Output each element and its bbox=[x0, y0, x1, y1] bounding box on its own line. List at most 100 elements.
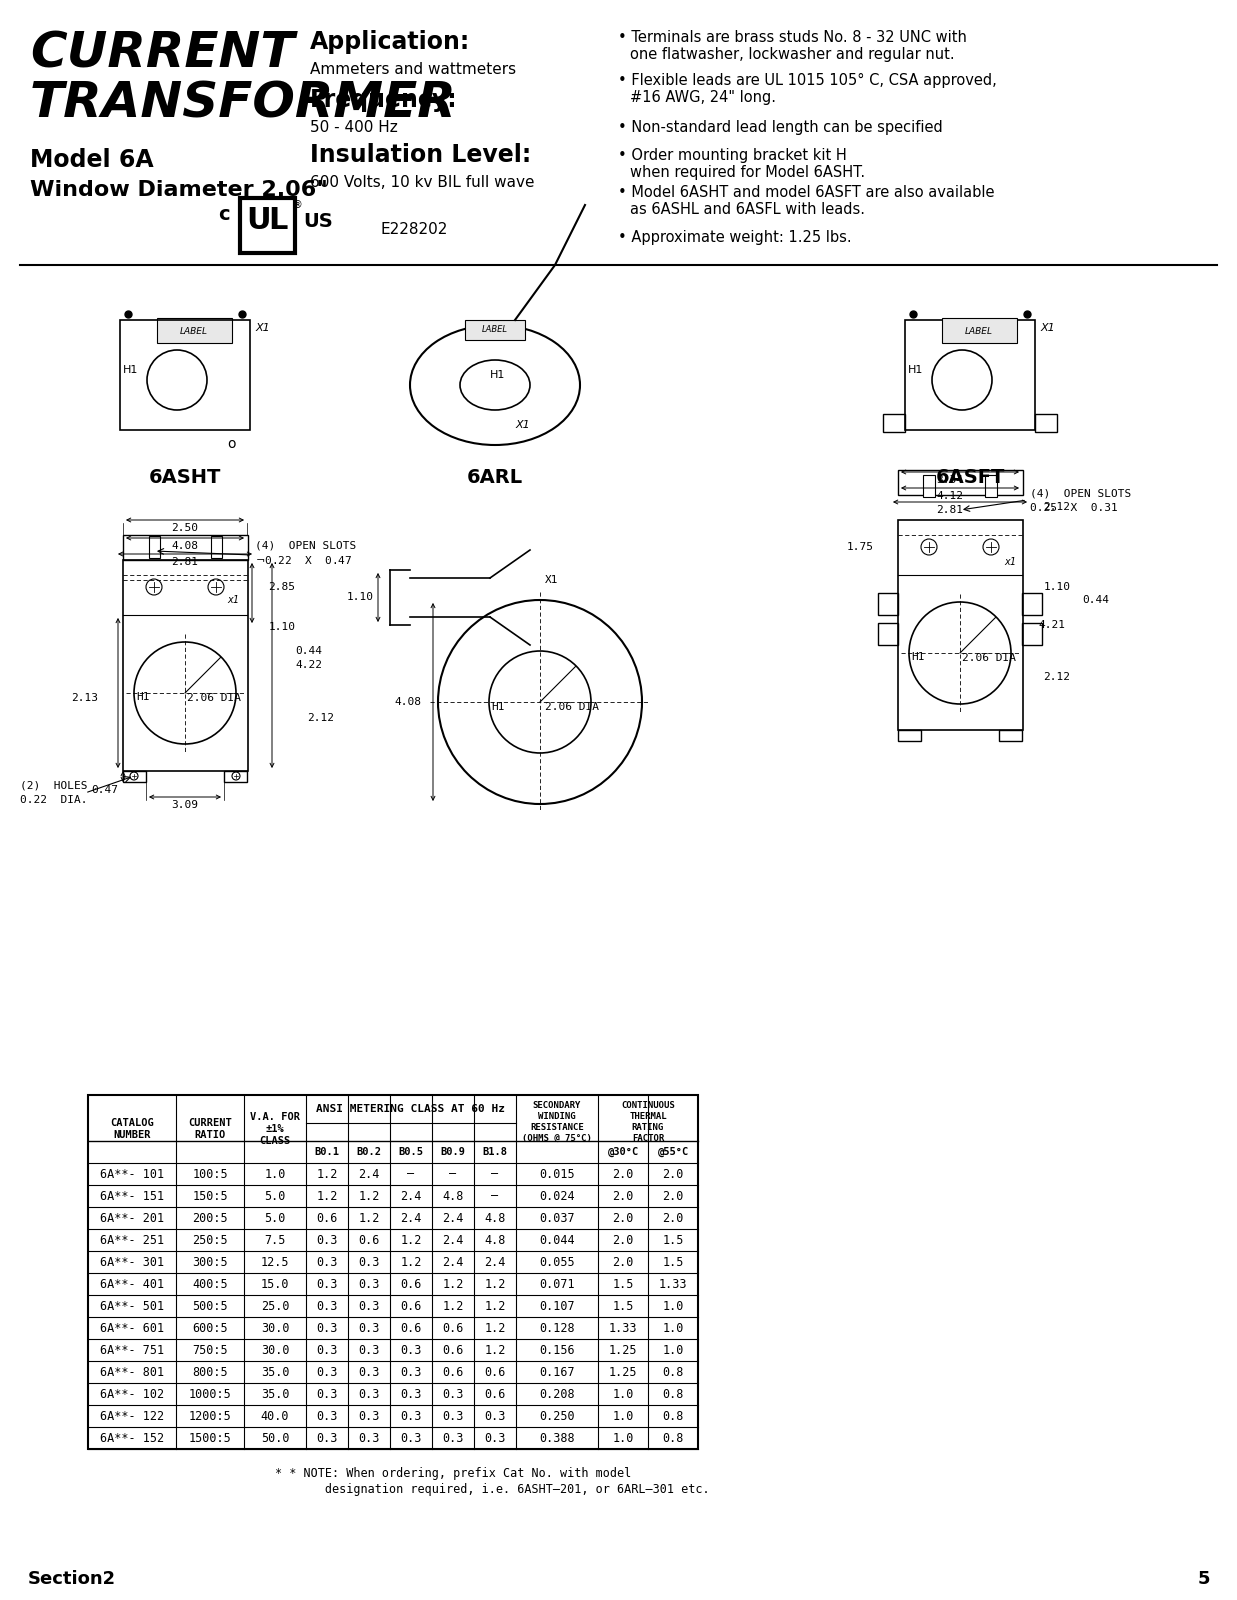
Text: 0.208: 0.208 bbox=[539, 1387, 575, 1400]
Text: –: – bbox=[491, 1189, 499, 1203]
Bar bbox=[878, 622, 898, 645]
Text: 2.12: 2.12 bbox=[1044, 672, 1070, 682]
Bar bbox=[905, 320, 1035, 430]
Text: (2)  HOLES: (2) HOLES bbox=[20, 781, 88, 790]
Text: 1.0: 1.0 bbox=[612, 1387, 633, 1400]
Text: 1.33: 1.33 bbox=[659, 1277, 688, 1291]
Bar bbox=[148, 536, 160, 558]
Bar bbox=[212, 536, 221, 558]
Text: X1: X1 bbox=[546, 574, 558, 586]
Text: 1.0: 1.0 bbox=[662, 1344, 684, 1357]
Text: (4)  OPEN SLOTS: (4) OPEN SLOTS bbox=[1030, 488, 1132, 498]
Text: X1: X1 bbox=[515, 419, 529, 430]
Text: 1.2: 1.2 bbox=[485, 1277, 506, 1291]
Text: 0.3: 0.3 bbox=[401, 1432, 422, 1445]
Text: • Non-standard lead length can be specified: • Non-standard lead length can be specif… bbox=[618, 120, 943, 134]
Text: 6A**- 251: 6A**- 251 bbox=[100, 1234, 165, 1246]
Text: 4.8: 4.8 bbox=[443, 1189, 464, 1203]
Text: –: – bbox=[449, 1168, 456, 1181]
Text: 0.3: 0.3 bbox=[317, 1299, 338, 1312]
Bar bbox=[878, 594, 898, 614]
Text: 1500:5: 1500:5 bbox=[188, 1432, 231, 1445]
Text: 2.0: 2.0 bbox=[662, 1189, 684, 1203]
Text: 0.167: 0.167 bbox=[539, 1365, 575, 1379]
Text: 12.5: 12.5 bbox=[261, 1256, 289, 1269]
Text: 6ASHT: 6ASHT bbox=[148, 467, 221, 486]
Text: H1: H1 bbox=[136, 691, 150, 702]
Text: 0.47: 0.47 bbox=[92, 786, 118, 795]
Text: 0.22  DIA.: 0.22 DIA. bbox=[20, 795, 88, 805]
Text: 2.0: 2.0 bbox=[612, 1211, 633, 1224]
Text: TRANSFORMER: TRANSFORMER bbox=[30, 80, 456, 128]
Text: one flatwasher, lockwasher and regular nut.: one flatwasher, lockwasher and regular n… bbox=[630, 46, 955, 62]
Text: 1.10: 1.10 bbox=[346, 592, 374, 602]
Text: 5: 5 bbox=[1197, 1570, 1210, 1587]
Text: 4.08: 4.08 bbox=[172, 541, 198, 550]
Text: 1.2: 1.2 bbox=[401, 1256, 422, 1269]
Text: 0.3: 0.3 bbox=[359, 1344, 380, 1357]
Text: 2.0: 2.0 bbox=[612, 1189, 633, 1203]
Text: 1200:5: 1200:5 bbox=[188, 1410, 231, 1422]
Text: 0.44: 0.44 bbox=[1082, 595, 1110, 605]
Text: 0.250: 0.250 bbox=[539, 1410, 575, 1422]
Text: 2.4: 2.4 bbox=[401, 1211, 422, 1224]
Text: 0.3: 0.3 bbox=[359, 1410, 380, 1422]
Text: 1.2: 1.2 bbox=[443, 1277, 464, 1291]
Text: $\neg$0.22  X  0.47: $\neg$0.22 X 0.47 bbox=[255, 554, 353, 566]
Text: 0.3: 0.3 bbox=[359, 1256, 380, 1269]
Text: 6A**- 102: 6A**- 102 bbox=[100, 1387, 165, 1400]
Text: 0.3: 0.3 bbox=[401, 1387, 422, 1400]
Text: 0.3: 0.3 bbox=[485, 1432, 506, 1445]
Text: 40.0: 40.0 bbox=[261, 1410, 289, 1422]
Text: 1.2: 1.2 bbox=[443, 1299, 464, 1312]
Text: 200:5: 200:5 bbox=[192, 1211, 228, 1224]
Text: CONTINUOUS
THERMAL
RATING
FACTOR: CONTINUOUS THERMAL RATING FACTOR bbox=[621, 1101, 675, 1144]
Text: 0.3: 0.3 bbox=[359, 1365, 380, 1379]
Text: 5.0: 5.0 bbox=[265, 1211, 286, 1224]
Text: 0.3: 0.3 bbox=[443, 1410, 464, 1422]
Text: 35.0: 35.0 bbox=[261, 1387, 289, 1400]
Text: LABEL: LABEL bbox=[482, 325, 508, 334]
Bar bbox=[122, 771, 146, 782]
Text: 2.0: 2.0 bbox=[612, 1256, 633, 1269]
Text: 2.4: 2.4 bbox=[485, 1256, 506, 1269]
Text: 500:5: 500:5 bbox=[192, 1299, 228, 1312]
Text: 0.015: 0.015 bbox=[539, 1168, 575, 1181]
Text: 0.3: 0.3 bbox=[359, 1277, 380, 1291]
Text: 1.75: 1.75 bbox=[846, 542, 873, 552]
Text: 600 Volts, 10 kv BIL full wave: 600 Volts, 10 kv BIL full wave bbox=[310, 174, 534, 190]
Text: 0.3: 0.3 bbox=[401, 1410, 422, 1422]
Text: x1: x1 bbox=[228, 595, 239, 605]
Text: CATALOG
NUMBER: CATALOG NUMBER bbox=[110, 1118, 153, 1139]
Text: ANSI METERING CLASS AT 60 Hz: ANSI METERING CLASS AT 60 Hz bbox=[317, 1104, 506, 1114]
Text: 2.0: 2.0 bbox=[612, 1234, 633, 1246]
Text: 0.6: 0.6 bbox=[401, 1277, 422, 1291]
Text: US: US bbox=[303, 211, 333, 230]
Text: 800:5: 800:5 bbox=[192, 1365, 228, 1379]
Text: 6A**- 301: 6A**- 301 bbox=[100, 1256, 165, 1269]
Text: 0.6: 0.6 bbox=[401, 1322, 422, 1334]
Text: 0.8: 0.8 bbox=[662, 1410, 684, 1422]
Text: 1.33: 1.33 bbox=[609, 1322, 637, 1334]
Text: x1: x1 bbox=[1004, 557, 1016, 566]
Text: V.A. FOR
±1%
CLASS: V.A. FOR ±1% CLASS bbox=[250, 1112, 301, 1146]
Text: 2.4: 2.4 bbox=[401, 1189, 422, 1203]
Text: 0.3: 0.3 bbox=[401, 1344, 422, 1357]
Text: 0.3: 0.3 bbox=[485, 1410, 506, 1422]
Text: 600:5: 600:5 bbox=[192, 1322, 228, 1334]
Text: 0.44: 0.44 bbox=[294, 646, 322, 656]
Text: B0.2: B0.2 bbox=[356, 1147, 381, 1157]
Text: 0.128: 0.128 bbox=[539, 1322, 575, 1334]
Bar bbox=[1035, 414, 1056, 432]
Bar bbox=[122, 534, 247, 560]
Text: Model 6A: Model 6A bbox=[30, 149, 153, 171]
Text: 4.21: 4.21 bbox=[1039, 619, 1065, 630]
Text: 1.10: 1.10 bbox=[268, 622, 296, 632]
Text: 1.2: 1.2 bbox=[359, 1189, 380, 1203]
Text: 0.388: 0.388 bbox=[539, 1432, 575, 1445]
Text: 0.3: 0.3 bbox=[317, 1365, 338, 1379]
Text: 6A**- 751: 6A**- 751 bbox=[100, 1344, 165, 1357]
Text: 4.08: 4.08 bbox=[395, 698, 422, 707]
Text: –: – bbox=[407, 1168, 414, 1181]
Text: 0.6: 0.6 bbox=[443, 1322, 464, 1334]
